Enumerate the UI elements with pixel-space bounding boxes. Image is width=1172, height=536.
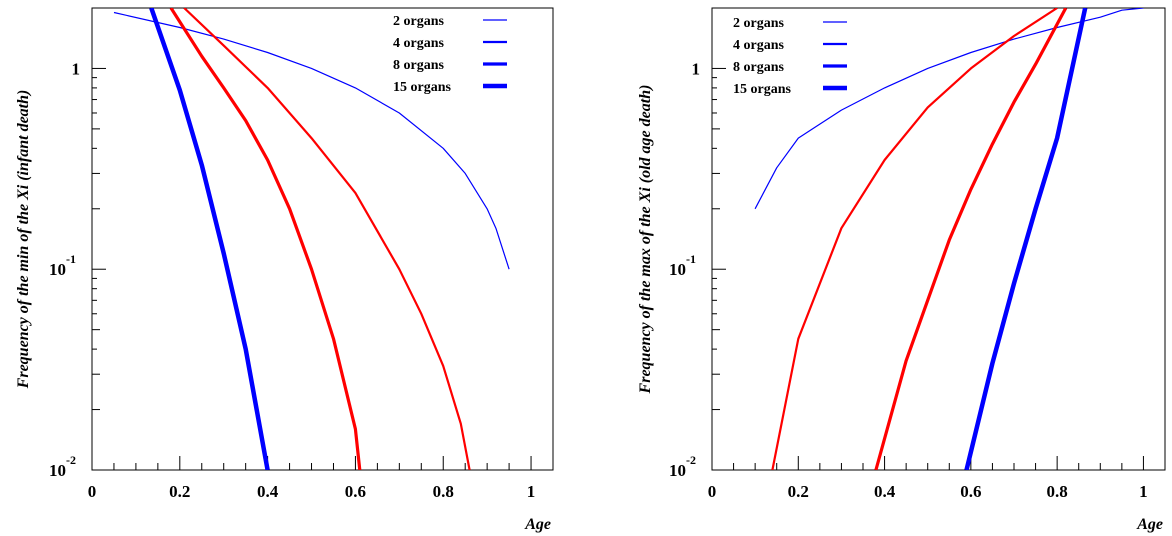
chart-0-y-tick-label: 1 (72, 59, 81, 78)
chart-0-plot-frame (91, 7, 554, 471)
chart-1-y-axis-title: Frequency of the max of the Xi (old age … (637, 85, 654, 395)
chart-1-x-tick-label: 0.8 (1047, 482, 1068, 501)
chart-1-x-tick-label: 0 (708, 482, 717, 501)
chart-0-legend-label: 4 organs (393, 36, 445, 51)
chart-1-legend-label: 8 organs (733, 60, 785, 75)
chart-0-series-line-4-organs (183, 8, 471, 470)
chart-0-y-axis-title: Frequency of the min of the Xi (infant d… (15, 90, 32, 390)
chart-0-x-tick-label: 1 (527, 482, 536, 501)
chart-1-series-line-8-organs (874, 8, 1068, 470)
chart-0-x-tick-label: 0.4 (257, 482, 279, 501)
chart-1-x-tick-label: 0.2 (788, 482, 809, 501)
chart-0-x-tick-label: 0.2 (169, 482, 190, 501)
chart-0-series-line-2-organs (113, 11, 510, 270)
chart-0-y-tick-exponent: -2 (66, 453, 76, 467)
chart-0-y-tick-label: 10 (49, 461, 66, 480)
chart-1-y-tick-label: 1 (692, 59, 701, 78)
chart-1-y-tick-exponent: -1 (686, 252, 696, 266)
chart-1-plot-frame (711, 7, 1166, 471)
chart-0-x-tick-label: 0 (88, 482, 97, 501)
chart-1-x-tick-label: 0.6 (960, 482, 981, 501)
chart-1-series-line-15-organs (964, 8, 1088, 470)
chart-0-legend-label: 15 organs (393, 80, 452, 95)
chart-1-series-line-2-organs (754, 8, 1144, 210)
chart-1-x-tick-label: 0.4 (874, 482, 896, 501)
chart-0-legend-label: 8 organs (393, 58, 445, 73)
chart-1-y-tick-label: 10 (669, 461, 686, 480)
chart-1-y-tick-exponent: -2 (686, 453, 696, 467)
chart-1-y-tick-label: 10 (669, 260, 686, 279)
chart-0-series-line-15-organs (149, 8, 270, 470)
chart-0-y-tick-label: 10 (49, 260, 66, 279)
chart-1-x-axis-title: Age (1136, 516, 1163, 533)
chart-0-y-tick-exponent: -1 (66, 252, 76, 266)
chart-0-x-tick-label: 0.6 (345, 482, 366, 501)
chart-1-x-tick-label: 1 (1139, 482, 1148, 501)
chart-1-legend-label: 4 organs (733, 38, 785, 53)
chart-0-x-tick-label: 0.8 (433, 482, 454, 501)
chart-1-legend-label: 15 organs (733, 82, 792, 97)
chart-0-legend-label: 2 organs (393, 14, 445, 29)
chart-0-x-axis-title: Age (524, 516, 551, 533)
chart-1-legend-label: 2 organs (733, 16, 785, 31)
chart-1-series-line-4-organs (771, 8, 1058, 470)
chart-0-series-line-8-organs (169, 8, 362, 470)
